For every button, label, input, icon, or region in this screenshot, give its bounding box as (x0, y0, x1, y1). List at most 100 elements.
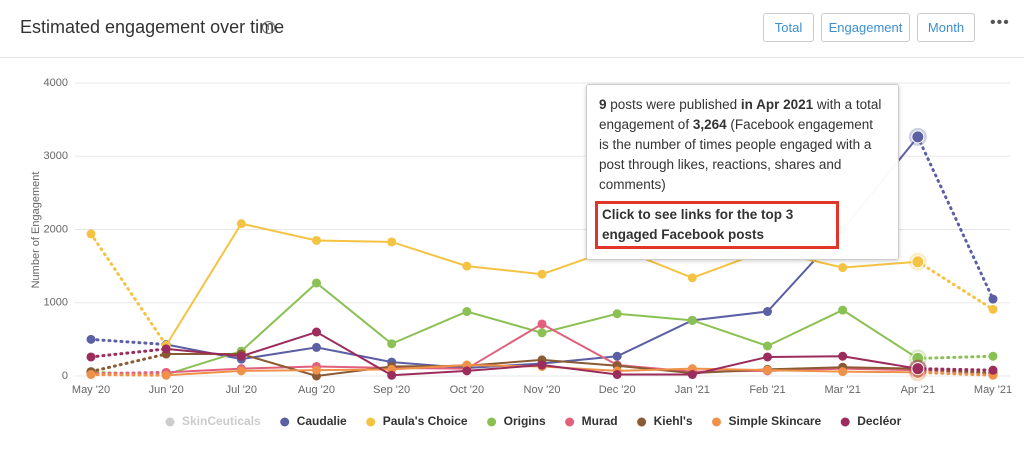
legend-marker (280, 417, 290, 427)
legend-label[interactable]: SkinCeuticals (182, 414, 261, 428)
legend-marker (840, 417, 850, 427)
line-dotted (916, 135, 995, 301)
point (763, 365, 772, 375)
line-dotted (89, 337, 168, 347)
legend-label[interactable]: Caudalie (297, 414, 347, 428)
point (911, 255, 925, 269)
point (312, 342, 321, 352)
point (236, 366, 246, 376)
line-dotted (89, 352, 168, 374)
point (988, 351, 998, 361)
total-button[interactable]: Total (763, 13, 814, 42)
point (537, 360, 547, 370)
point (312, 327, 321, 337)
point (838, 305, 848, 315)
point (312, 278, 321, 288)
point (911, 362, 925, 376)
separator (0, 57, 1024, 58)
point (763, 341, 772, 351)
tooltip-bold: 3,264 (692, 117, 727, 132)
point (86, 352, 96, 362)
point (312, 235, 321, 245)
point (612, 370, 622, 380)
point (387, 339, 397, 349)
more-menu[interactable]: ••• (990, 14, 1010, 31)
x-tick-label: Oct '20 (450, 384, 485, 396)
point (687, 315, 697, 325)
legend-marker (165, 417, 175, 427)
point (838, 367, 848, 377)
line-dotted (916, 370, 995, 377)
point (988, 294, 998, 304)
y-tick-label: 4000 (44, 77, 68, 89)
point (988, 304, 998, 314)
line-dotted (89, 347, 168, 359)
top-posts-link[interactable]: Click to see links for the top 3 engaged… (595, 201, 839, 249)
legend-label[interactable]: Decléor (857, 414, 901, 428)
point (537, 328, 547, 338)
legend-label[interactable]: Origins (504, 414, 546, 428)
point (763, 352, 772, 362)
point (988, 365, 998, 375)
point (537, 319, 547, 329)
point (462, 366, 472, 376)
point (763, 307, 772, 317)
legend-label[interactable]: Kiehl's (654, 414, 693, 428)
point (236, 351, 246, 361)
legend-label[interactable]: Murad (582, 414, 618, 428)
engagement-button[interactable]: Engagement (821, 13, 910, 42)
legend-marker (487, 417, 497, 427)
point (687, 273, 697, 283)
point (161, 370, 171, 380)
point (86, 334, 96, 344)
x-tick-label: Dec '20 (599, 384, 636, 396)
y-tick-label: 3000 (44, 150, 68, 162)
point (462, 261, 472, 271)
info-icon[interactable]: i (262, 21, 275, 34)
line-dotted (916, 260, 995, 311)
x-tick-label: Jul '20 (226, 384, 257, 396)
tooltip-text-part: with a total engagement of (599, 97, 882, 132)
point (612, 351, 622, 361)
point (687, 370, 697, 380)
tooltip: 9 posts were published in Apr 2021 with … (586, 84, 899, 260)
y-tick-label: 1000 (44, 297, 68, 309)
point (612, 309, 622, 319)
month-button[interactable]: Month (917, 13, 975, 42)
legend-marker (366, 417, 376, 427)
tooltip-text-part: (Facebook engagement is the number of ti… (599, 117, 873, 192)
legend-marker (712, 417, 721, 427)
point (86, 370, 96, 380)
point (537, 269, 547, 279)
point (86, 229, 96, 239)
chart-title: Estimated engagement over time (20, 17, 285, 37)
x-tick-label: Mar '21 (824, 384, 860, 396)
x-tick-label: May '21 (974, 384, 1012, 396)
point (838, 263, 848, 273)
point (838, 351, 848, 361)
line-dotted (916, 367, 995, 372)
line-dotted (916, 354, 995, 360)
x-tick-label: Aug '20 (298, 384, 335, 396)
tooltip-text: 9 posts were published in Apr 2021 with … (599, 95, 886, 195)
point (161, 344, 171, 354)
tooltip-text-part: posts were published (606, 97, 741, 112)
point (312, 365, 321, 375)
point (911, 130, 925, 144)
legend-label[interactable]: Simple Skincare (729, 414, 822, 428)
x-tick-label: May '20 (72, 384, 110, 396)
legend-marker (637, 417, 647, 427)
point (462, 307, 472, 317)
line-dotted (89, 232, 168, 347)
tooltip-bold: in Apr 2021 (740, 97, 814, 112)
x-tick-label: Sep '20 (373, 384, 410, 396)
y-tick-label: 0 (62, 370, 68, 382)
x-tick-label: Apr '21 (901, 384, 936, 396)
x-tick-label: Jun '20 (149, 384, 184, 396)
tooltip-bold: 9 (599, 97, 607, 112)
point (387, 370, 397, 380)
x-tick-label: Jan '21 (675, 384, 710, 396)
legend-label[interactable]: Paula's Choice (383, 414, 468, 428)
